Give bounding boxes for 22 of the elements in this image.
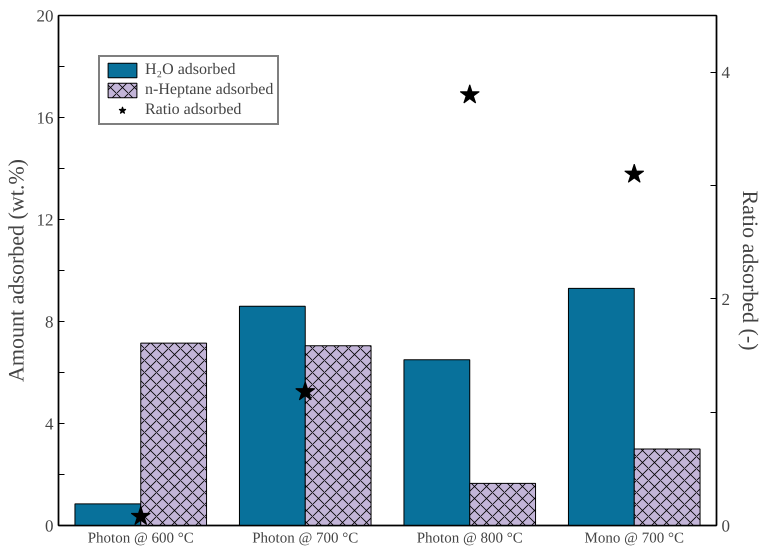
point	[130, 506, 151, 526]
y-axis-title: Amount adsorbed (wt.%)	[4, 158, 28, 382]
y2-axis-title: Ratio adsorbed (-)	[738, 190, 763, 351]
legend-label: Ratio adsorbed	[145, 101, 242, 119]
legend-label: n-Heptane adsorbed	[145, 81, 274, 99]
y-tick-label: 12	[36, 210, 54, 230]
x-tick-label: Photon @ 600 °C	[88, 530, 194, 546]
y-tick-label: 0	[45, 516, 54, 536]
y2-tick-label: 0	[722, 516, 730, 536]
point	[460, 84, 480, 104]
point	[624, 164, 644, 183]
legend-label: H₂O adsorbed	[145, 61, 236, 79]
point	[295, 381, 316, 400]
y-tick-label: 16	[36, 108, 54, 128]
x-tick-label: Photon @ 700 °C	[252, 530, 358, 546]
y2-tick-label: 4	[722, 63, 730, 82]
y-tick-label: 8	[45, 312, 54, 332]
y-tick-label: 4	[45, 414, 54, 434]
y-tick-label: 20	[36, 6, 54, 26]
x-tick-label: Mono @ 700 °C	[584, 530, 684, 546]
x-tick-label: Photon @ 800 °C	[416, 530, 523, 546]
y2-tick-label: 2	[722, 290, 730, 309]
